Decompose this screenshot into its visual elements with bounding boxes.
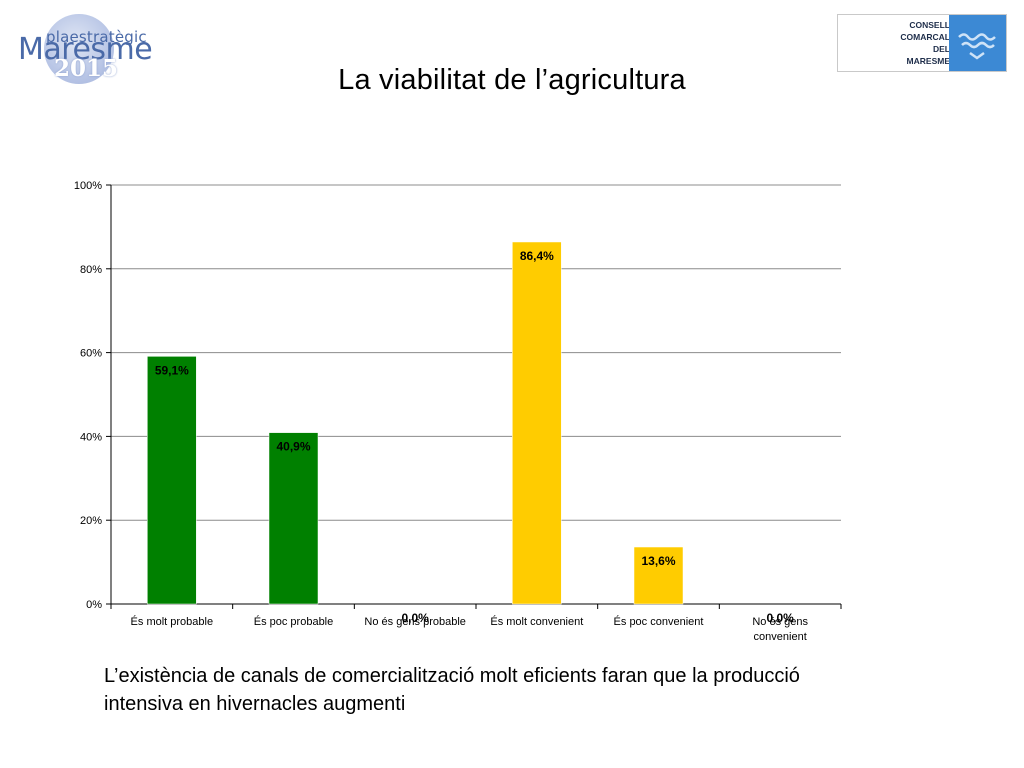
caption-text: L’existència de canals de comercialitzac… xyxy=(104,665,800,715)
category-label: No és gens xyxy=(752,616,808,628)
bar xyxy=(512,241,562,605)
category-label: convenient xyxy=(754,631,807,643)
category-label: És poc probable xyxy=(254,615,334,628)
data-label: 0,0% xyxy=(401,611,429,625)
y-tick-label: 100% xyxy=(74,180,102,192)
y-tick-label: 40% xyxy=(80,431,102,443)
consell-comarcal-logo: CONSELL COMARCAL DEL MARESME xyxy=(837,14,1007,72)
consell-logo-line: CONSELL xyxy=(909,20,950,30)
category-label: No és gens probable xyxy=(364,616,466,628)
consell-logo-line: COMARCAL xyxy=(900,32,950,42)
logo-text-name: Maresme xyxy=(18,32,153,67)
bar-chart: 0% 20% 40% 60% 80% 100% 59,1% És molt probable 4… xyxy=(74,180,842,643)
logo-text-pla: plaestratègic xyxy=(46,28,147,46)
data-label: 13,6% xyxy=(641,554,675,568)
data-label: 40,9% xyxy=(276,440,310,454)
data-label: 86,4% xyxy=(520,249,554,263)
bar xyxy=(633,546,684,605)
consell-logo-text: CONSELL COMARCAL DEL MARESME xyxy=(838,19,950,67)
logo-text-year: 2015 xyxy=(54,55,119,82)
consell-logo-line: DEL xyxy=(933,44,950,54)
category-label: És molt convenient xyxy=(490,615,583,628)
y-tick-label: 60% xyxy=(80,348,102,360)
wave-emblem-icon xyxy=(949,15,1006,71)
category-label: És molt probable xyxy=(131,615,214,628)
logo-circle xyxy=(44,14,114,84)
category-label: És poc convenient xyxy=(614,615,704,628)
data-label: 0,0% xyxy=(766,611,794,625)
y-tick-label: 0% xyxy=(86,599,102,611)
data-label: 59,1% xyxy=(155,363,189,377)
bar xyxy=(268,432,319,605)
consell-logo-line: MARESME xyxy=(906,56,950,66)
bar xyxy=(147,356,197,605)
page-title: La viabilitat de l’agricultura xyxy=(338,64,686,96)
y-tick-label: 80% xyxy=(80,264,102,276)
y-tick-label: 20% xyxy=(80,515,102,527)
plaestrategic-logo: plaestratègic Maresme 2015 xyxy=(18,12,153,90)
